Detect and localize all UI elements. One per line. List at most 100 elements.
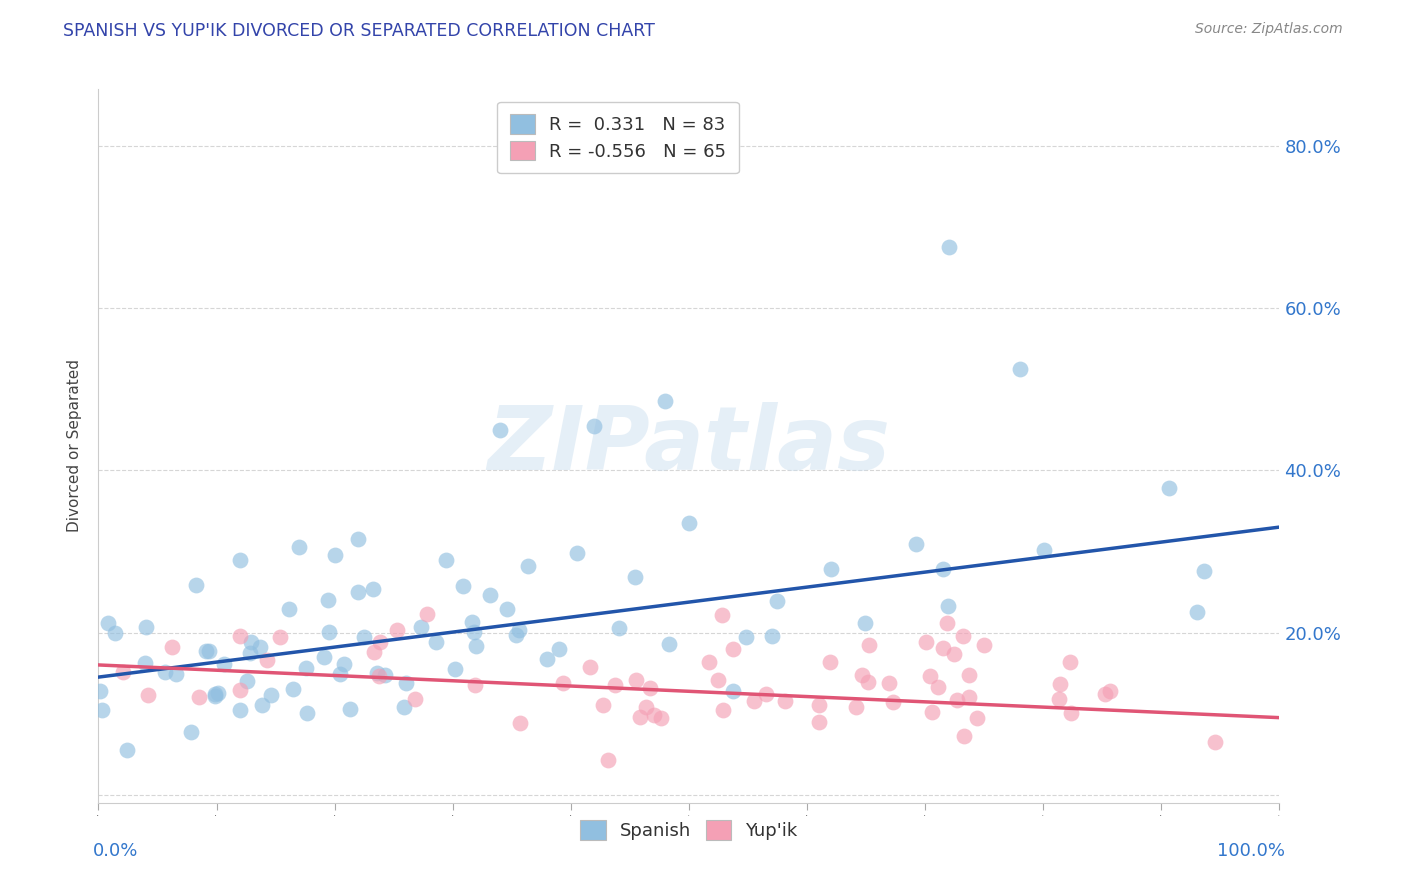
Point: [195, 644, 218, 658]
Point: [858, 638, 880, 652]
Text: 100.0%: 100.0%: [1218, 842, 1285, 860]
Point: [207, 686, 229, 700]
Point: [598, 753, 620, 767]
Point: [363, 645, 385, 659]
Point: [583, 418, 606, 433]
Point: [434, 553, 457, 567]
Point: [1049, 677, 1071, 691]
Point: [347, 585, 370, 599]
Point: [409, 620, 432, 634]
Point: [184, 578, 207, 592]
Text: 0.0%: 0.0%: [93, 842, 138, 860]
Point: [1185, 605, 1208, 619]
Point: [180, 725, 202, 739]
Point: [256, 653, 278, 667]
Point: [281, 682, 304, 697]
Point: [260, 688, 283, 702]
Point: [548, 642, 571, 657]
Point: [249, 640, 271, 654]
Point: [957, 690, 980, 704]
Point: [374, 668, 396, 682]
Point: [134, 656, 156, 670]
Point: [1094, 687, 1116, 701]
Point: [165, 667, 187, 681]
Point: [820, 562, 842, 576]
Point: [678, 516, 700, 530]
Point: [624, 570, 647, 584]
Point: [103, 626, 125, 640]
Point: [882, 695, 904, 709]
Point: [361, 582, 384, 597]
Point: [579, 659, 602, 673]
Point: [638, 681, 661, 696]
Point: [654, 394, 676, 409]
Point: [744, 694, 766, 708]
Point: [239, 646, 262, 660]
Text: ZIPatlas: ZIPatlas: [488, 402, 890, 490]
Point: [463, 624, 485, 639]
Point: [97, 615, 120, 630]
Point: [347, 533, 370, 547]
Point: [1033, 542, 1056, 557]
Point: [818, 655, 841, 669]
Point: [240, 634, 263, 648]
Point: [808, 698, 831, 712]
Point: [416, 607, 439, 622]
Point: [197, 643, 219, 657]
Point: [711, 607, 734, 622]
Point: [1008, 362, 1031, 376]
Point: [278, 602, 301, 616]
Point: [851, 667, 873, 681]
Point: [228, 703, 250, 717]
Point: [853, 615, 876, 630]
Point: [845, 699, 868, 714]
Point: [229, 552, 252, 566]
Point: [938, 240, 960, 254]
Point: [160, 640, 183, 654]
Point: [312, 650, 335, 665]
Point: [478, 588, 501, 602]
Point: [603, 678, 626, 692]
Point: [509, 715, 531, 730]
Point: [1060, 706, 1083, 720]
Point: [385, 623, 408, 637]
Point: [318, 624, 340, 639]
Point: [721, 684, 744, 698]
Point: [115, 743, 138, 757]
Point: [1098, 683, 1121, 698]
Point: [489, 423, 512, 437]
Point: [1204, 735, 1226, 749]
Point: [295, 661, 318, 675]
Point: [1059, 655, 1081, 669]
Point: [111, 665, 134, 679]
Point: [204, 689, 226, 703]
Point: [697, 655, 720, 669]
Point: [1157, 481, 1180, 495]
Point: [755, 687, 778, 701]
Point: [323, 549, 346, 563]
Point: [339, 702, 361, 716]
Point: [931, 640, 953, 655]
Point: [316, 593, 339, 607]
Point: [329, 667, 352, 681]
Point: [135, 619, 157, 633]
Point: [297, 706, 319, 721]
Point: [368, 635, 391, 649]
Point: [155, 665, 177, 680]
Point: [761, 628, 783, 642]
Point: [904, 537, 927, 551]
Point: [628, 709, 651, 723]
Point: [136, 688, 159, 702]
Point: [460, 615, 482, 630]
Point: [935, 615, 957, 630]
Point: [90, 703, 112, 717]
Point: [269, 631, 291, 645]
Point: [204, 687, 226, 701]
Point: [353, 630, 375, 644]
Point: [957, 668, 980, 682]
Text: SPANISH VS YUP'IK DIVORCED OR SEPARATED CORRELATION CHART: SPANISH VS YUP'IK DIVORCED OR SEPARATED …: [63, 22, 655, 40]
Point: [496, 602, 519, 616]
Point: [444, 662, 467, 676]
Point: [721, 642, 744, 657]
Point: [921, 705, 943, 719]
